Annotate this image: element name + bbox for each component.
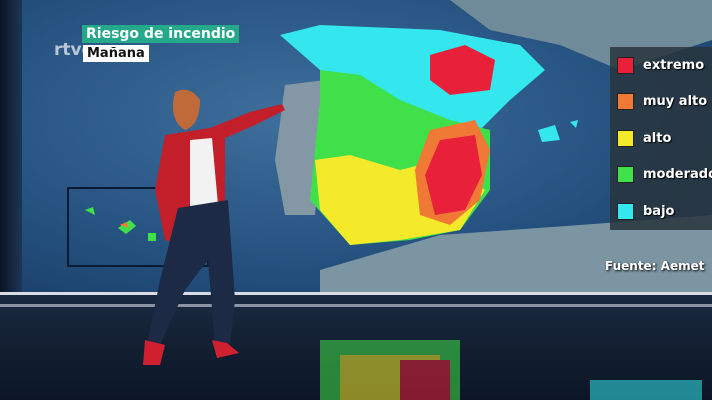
legend-swatch xyxy=(617,56,634,74)
legend-label: extremo xyxy=(643,57,705,73)
fire-risk-map xyxy=(67,0,712,292)
legend-swatch xyxy=(617,166,634,184)
legend-label: bajo xyxy=(643,203,675,219)
legend-label: alto xyxy=(643,130,672,146)
legend-item: alto xyxy=(610,120,712,157)
floor-reflection xyxy=(320,340,702,400)
legend-label: muy alto xyxy=(643,94,708,110)
legend-item: moderado xyxy=(610,157,712,194)
balearic-islands xyxy=(538,120,578,142)
legend-item: bajo xyxy=(610,193,712,230)
legend-swatch xyxy=(617,93,634,111)
spain-extremo-se xyxy=(425,135,482,215)
legend: extremo muy alto alto moderado bajo xyxy=(610,47,712,230)
legend-item: extremo xyxy=(610,47,712,84)
source-label: Fuente: Aemet xyxy=(605,259,705,273)
legend-swatch xyxy=(617,202,634,220)
weather-map-screen: rtve Riesgo de incendio Mañana extremo mu… xyxy=(20,0,712,292)
map-title: Riesgo de incendio xyxy=(82,25,240,43)
legend-swatch xyxy=(617,129,634,147)
spain-extremo-ne xyxy=(430,45,495,95)
canary-islands xyxy=(85,207,156,241)
africa-landmass xyxy=(320,215,712,292)
map-subtitle: Mañana xyxy=(83,45,149,62)
studio-wall xyxy=(0,0,22,292)
legend-item: muy alto xyxy=(610,84,712,121)
legend-label: moderado xyxy=(643,167,712,183)
